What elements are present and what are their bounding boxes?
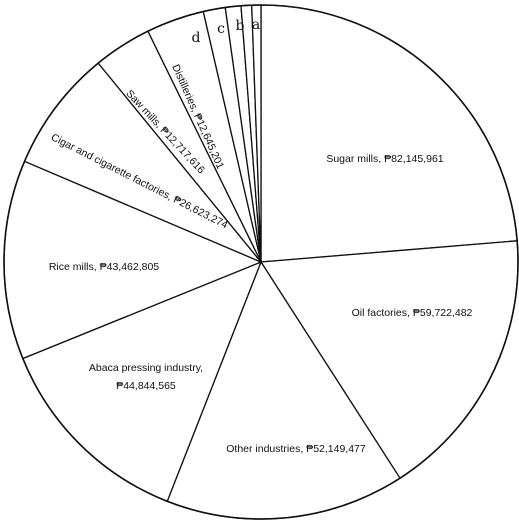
pie-slice-0 [260,4,518,263]
label-sugar-mills: Sugar mills, ₱82,145,961 [326,153,443,165]
label-a: a [252,17,260,33]
label-oil-factories: Oil factories, ₱59,722,482 [352,307,473,319]
label-c: c [217,21,225,37]
label-other-industries: Other industries, ₱52,149,477 [226,443,366,455]
label-rice-mills: Rice mills, ₱43,462,805 [49,261,159,273]
pie-outline [3,4,519,520]
label-abaca-line-2: ₱44,844,565 [116,380,176,392]
label-b: b [236,18,245,34]
label-d: d [192,30,201,46]
label-abaca-line-1: Abaca pressing industry, [89,362,203,374]
